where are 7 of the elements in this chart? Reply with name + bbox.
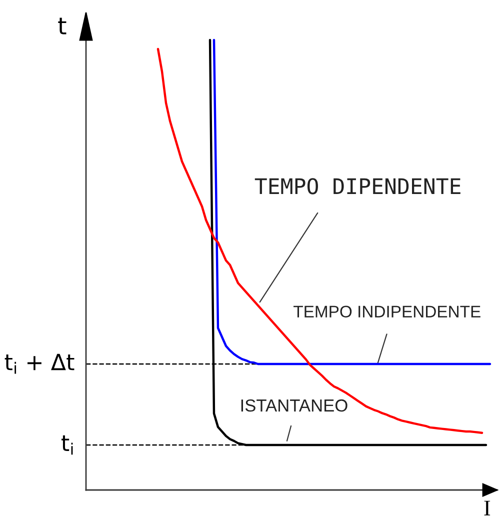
annotation: TEMPO INDIPENDENTE [294,306,480,318]
annotation: ISTANTANEO [241,399,348,412]
ref-line-label: t$_{i}$ + Δt [4,354,74,374]
x-axis-title: I [484,500,490,516]
y-axis-title: t [58,18,66,34]
annotation: TEMPO DIPENDENTE [254,178,460,194]
ref-line-label: t$_{i}$ [62,435,73,455]
